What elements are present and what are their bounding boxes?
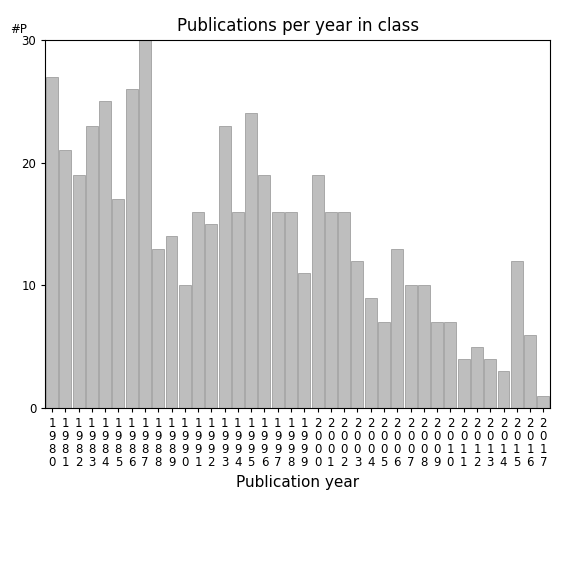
Bar	[126, 89, 138, 408]
Text: #P: #P	[10, 23, 27, 36]
Bar	[245, 113, 257, 408]
Bar	[365, 298, 376, 408]
Bar	[471, 347, 483, 408]
Bar	[484, 359, 496, 408]
Bar	[391, 248, 403, 408]
Bar	[86, 126, 98, 408]
Bar	[524, 335, 536, 408]
Bar	[205, 224, 217, 408]
Bar	[192, 211, 204, 408]
Bar	[232, 211, 244, 408]
Bar	[60, 150, 71, 408]
Bar	[458, 359, 469, 408]
Bar	[378, 322, 390, 408]
Bar	[219, 126, 231, 408]
Bar	[272, 211, 284, 408]
Bar	[405, 285, 417, 408]
Bar	[418, 285, 430, 408]
Bar	[153, 248, 164, 408]
Bar	[139, 40, 151, 408]
Bar	[166, 236, 177, 408]
Bar	[112, 200, 124, 408]
X-axis label: Publication year: Publication year	[236, 475, 359, 490]
Bar	[352, 261, 363, 408]
Bar	[511, 261, 523, 408]
Bar	[259, 175, 270, 408]
Bar	[445, 322, 456, 408]
Bar	[538, 396, 549, 408]
Bar	[285, 211, 297, 408]
Bar	[325, 211, 337, 408]
Bar	[312, 175, 324, 408]
Bar	[73, 175, 84, 408]
Bar	[497, 371, 510, 408]
Bar	[99, 101, 111, 408]
Bar	[338, 211, 350, 408]
Bar	[179, 285, 191, 408]
Title: Publications per year in class: Publications per year in class	[176, 18, 419, 35]
Bar	[298, 273, 310, 408]
Bar	[46, 77, 58, 408]
Bar	[431, 322, 443, 408]
